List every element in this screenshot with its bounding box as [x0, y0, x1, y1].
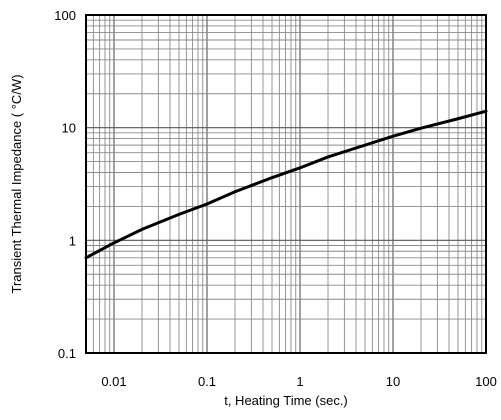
x-tick-label: 1: [296, 374, 303, 389]
series-layer: [84, 109, 488, 260]
x-axis-title: t, Heating Time (sec.): [224, 393, 348, 408]
y-axis-title: Transient Thermal Impedance ( °C/W): [9, 74, 24, 293]
y-tick-label: 1: [69, 233, 76, 248]
y-tick-label: 10: [62, 121, 76, 136]
x-tick-label: 0.01: [101, 374, 126, 389]
plot-frame: [85, 14, 487, 354]
impedance-curve-0: [84, 109, 488, 260]
y-tick-label: 0.1: [58, 346, 76, 361]
x-tick-label: 100: [475, 374, 497, 389]
y-tick-label: 100: [54, 8, 76, 23]
tick-label-layer: 0.01 0.1 1 10 100 0.1 1 10 100: [54, 8, 497, 389]
x-tick-label: 10: [386, 374, 400, 389]
grid-layer: [85, 15, 486, 354]
x-tick-label: 0.1: [198, 374, 216, 389]
